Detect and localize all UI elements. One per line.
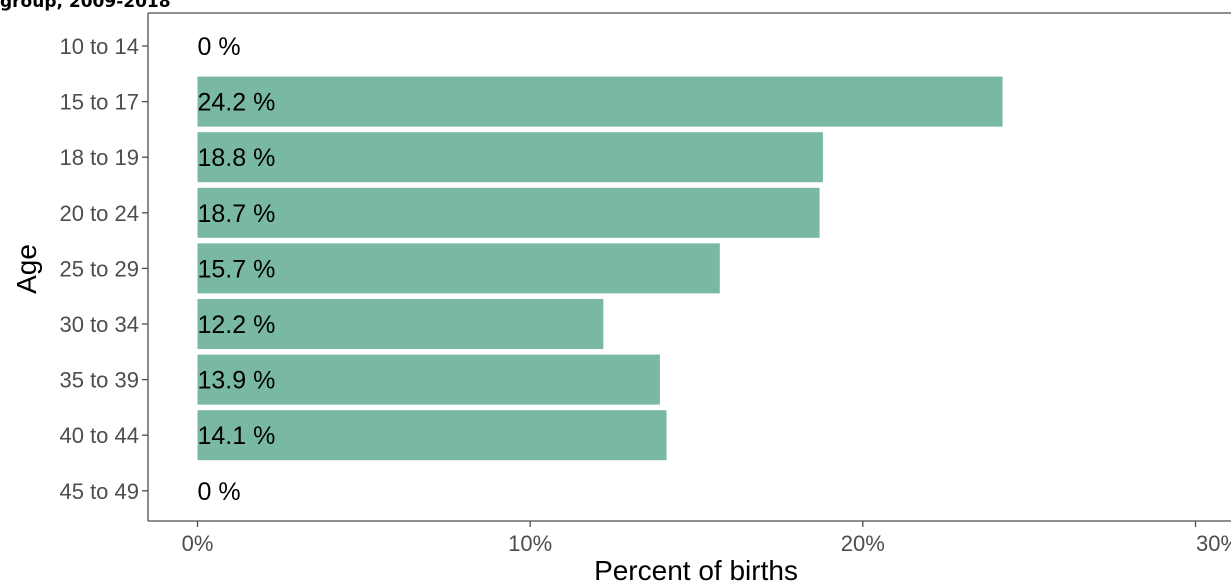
y-tick-label: 15 to 17 bbox=[59, 90, 139, 115]
y-tick-label: 40 to 44 bbox=[59, 423, 139, 448]
y-tick-label: 45 to 49 bbox=[59, 479, 139, 504]
data-label-18-to-19: 18.8 % bbox=[198, 144, 276, 172]
data-label-30-to-34: 12.2 % bbox=[198, 311, 276, 339]
y-tick-label: 10 to 14 bbox=[59, 34, 139, 59]
data-label-25-to-29: 15.7 % bbox=[198, 255, 276, 283]
y-tick-label: 20 to 24 bbox=[59, 201, 139, 226]
data-label-20-to-24: 18.7 % bbox=[198, 200, 276, 228]
bars-layer bbox=[198, 77, 1003, 461]
x-tick-label: 30% bbox=[1196, 531, 1231, 556]
y-axis-title: Age bbox=[11, 244, 42, 294]
y-tick-label: 18 to 19 bbox=[59, 145, 139, 170]
bar-18-to-19 bbox=[198, 132, 823, 182]
x-tick-label: 20% bbox=[841, 531, 885, 556]
y-tick-label: 35 to 39 bbox=[59, 368, 139, 393]
y-tick-label: 30 to 34 bbox=[59, 312, 139, 337]
y-tick-label: 25 to 29 bbox=[59, 256, 139, 281]
bar-25-to-29 bbox=[198, 243, 720, 293]
data-label-45-to-49: 0 % bbox=[198, 478, 241, 506]
x-axis-title: Percent of births bbox=[594, 555, 798, 582]
x-tick-label: 10% bbox=[508, 531, 552, 556]
bar-15-to-17 bbox=[198, 77, 1003, 127]
x-tick-label: 0% bbox=[182, 531, 214, 556]
data-label-10-to-14: 0 % bbox=[198, 33, 241, 61]
data-label-40-to-44: 14.1 % bbox=[198, 422, 276, 450]
data-label-15-to-17: 24.2 % bbox=[198, 89, 276, 117]
data-label-35-to-39: 13.9 % bbox=[198, 367, 276, 395]
bar-20-to-24 bbox=[198, 188, 820, 238]
